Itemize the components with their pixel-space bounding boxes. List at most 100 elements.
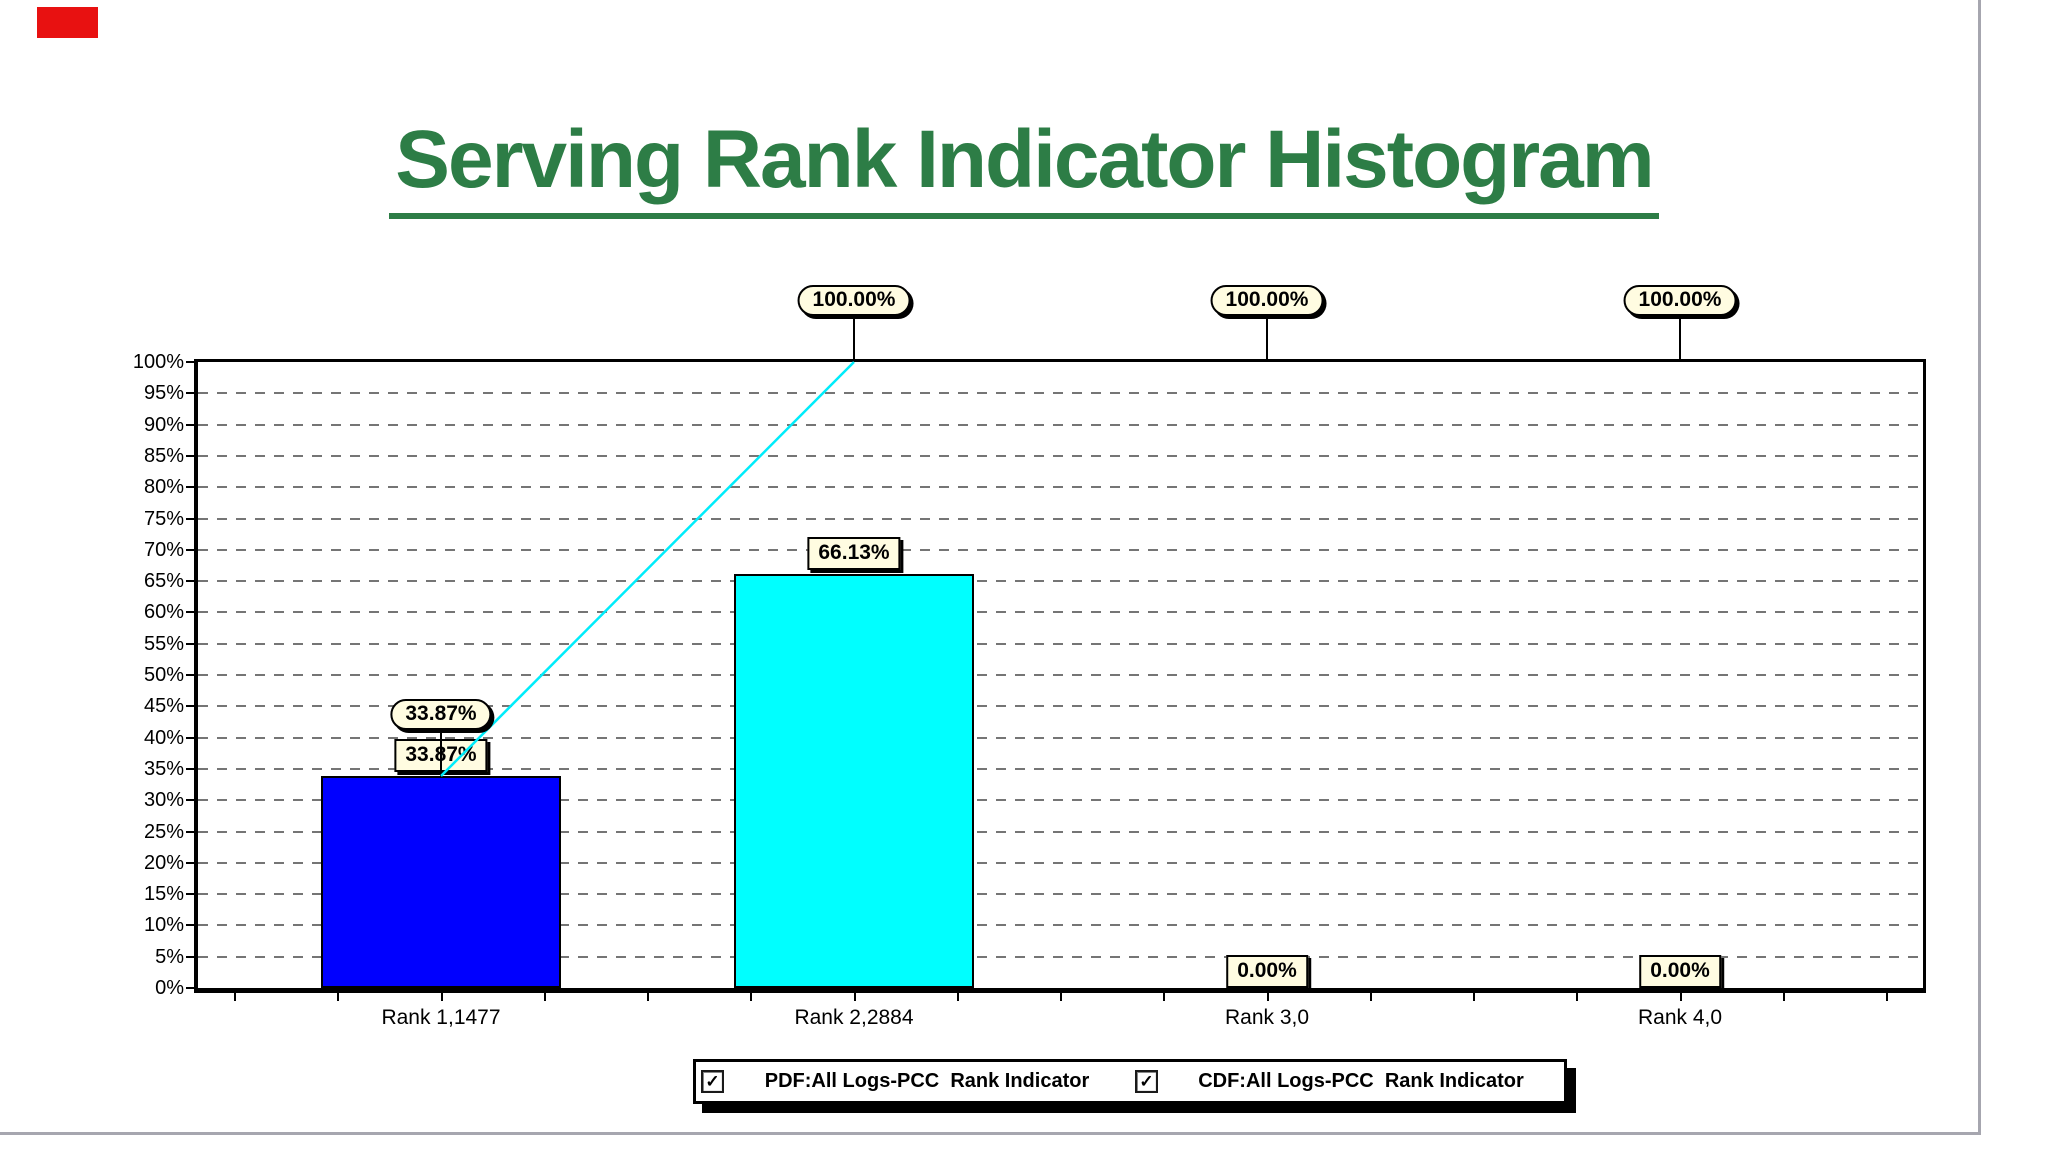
legend-entry-cdf: ✓ CDF:All Logs-PCC Rank Indicator	[1130, 1070, 1564, 1093]
y-axis-label: 0%	[155, 977, 184, 999]
pdf-bar-rank-2	[734, 574, 974, 988]
y-axis-tick	[186, 861, 194, 864]
legend-label-pdf: PDF:All Logs-PCC Rank Indicator	[764, 1070, 1090, 1092]
x-axis-tick	[543, 993, 546, 1001]
y-axis-tick	[186, 987, 194, 989]
y-axis-tick	[186, 580, 194, 583]
legend-checkbox-cdf[interactable]: ✓	[1135, 1070, 1158, 1093]
y-axis-tick	[186, 486, 194, 489]
y-axis-label: 50%	[143, 664, 184, 686]
y-axis-tick	[186, 517, 194, 520]
y-axis-tick	[186, 955, 194, 958]
y-axis-label: 65%	[143, 570, 184, 593]
gridline	[198, 861, 1923, 864]
x-axis-label: Rank 1,1477	[381, 1006, 501, 1029]
y-axis-label: 15%	[143, 883, 184, 906]
gridline	[198, 642, 1923, 645]
y-axis-label: 55%	[143, 632, 184, 655]
x-axis-tick	[440, 993, 443, 1001]
gridline	[198, 767, 1923, 770]
page-title: Serving Rank Indicator Histogram	[389, 112, 1659, 219]
x-axis-tick	[1473, 993, 1475, 1001]
cdf-value-callout: 33.87%	[390, 698, 492, 730]
cdf-value-callout: 100.00%	[797, 285, 911, 316]
pdf-value-box: 0.00%	[1639, 955, 1721, 988]
y-axis-tick	[186, 611, 194, 614]
y-axis-label: 5%	[155, 945, 184, 968]
x-axis-tick	[647, 993, 649, 1001]
y-axis-label: 35%	[143, 757, 184, 780]
slide-border-right	[1978, 0, 1981, 1135]
gridline	[198, 454, 1923, 457]
gridline	[198, 955, 1923, 958]
gridline	[198, 580, 1923, 583]
y-axis-label: 100%	[132, 351, 184, 373]
pdf-value-box: 66.13%	[807, 537, 901, 571]
y-axis-tick	[186, 799, 194, 802]
legend-label-cdf: CDF:All Logs-PCC Rank Indicator	[1198, 1070, 1524, 1092]
x-axis-tick	[1369, 993, 1372, 1001]
y-axis-label: 60%	[143, 601, 184, 624]
gridline	[198, 548, 1923, 551]
x-axis-tick	[1060, 993, 1062, 1001]
y-axis-label: 10%	[143, 914, 184, 937]
x-axis-tick	[956, 993, 959, 1001]
y-axis-tick	[186, 361, 194, 363]
x-axis-tick	[750, 993, 753, 1001]
x-axis-tick	[1266, 993, 1269, 1001]
cdf-leader-line	[440, 728, 442, 776]
gridline	[198, 486, 1923, 489]
cdf-value-callout: 100.00%	[1210, 285, 1324, 316]
recording-marker	[37, 7, 98, 38]
x-axis-tick	[1886, 993, 1888, 1001]
x-axis-tick	[234, 993, 236, 1001]
legend-checkbox-pdf[interactable]: ✓	[701, 1070, 724, 1093]
y-axis-label: 95%	[143, 382, 184, 405]
gridline	[198, 924, 1923, 927]
y-axis-tick	[186, 924, 194, 927]
cdf-leader-line	[1266, 315, 1268, 362]
gridline	[198, 799, 1923, 802]
check-icon: ✓	[1139, 1072, 1154, 1091]
x-axis-label: Rank 4,0	[1637, 1006, 1723, 1029]
x-axis-tick	[1576, 993, 1579, 1001]
cdf-value-callout: 100.00%	[1623, 285, 1737, 316]
y-axis-tick	[186, 454, 194, 457]
chart-legend: ✓ PDF:All Logs-PCC Rank Indicator ✓ CDF:…	[693, 1059, 1567, 1104]
y-axis-tick	[186, 767, 194, 770]
gridline	[198, 423, 1923, 426]
x-axis-label: Rank 2,2884	[794, 1006, 914, 1029]
y-axis-tick	[186, 642, 194, 645]
y-axis-tick	[186, 830, 194, 833]
y-axis-label: 85%	[143, 444, 184, 467]
y-axis-tick	[186, 736, 194, 739]
cdf-leader-line	[853, 315, 855, 362]
gridline	[198, 674, 1923, 676]
x-axis-tick	[1163, 993, 1166, 1001]
y-axis-tick	[186, 548, 194, 551]
y-axis-tick	[186, 893, 194, 896]
slide-border-bottom	[0, 1132, 1981, 1135]
x-axis-tick	[337, 993, 340, 1001]
gridline	[198, 893, 1923, 896]
x-axis-tick	[1782, 993, 1785, 1001]
x-axis-label: Rank 3,0	[1224, 1006, 1310, 1029]
y-axis-tick	[186, 392, 194, 395]
legend-entry-pdf: ✓ PDF:All Logs-PCC Rank Indicator	[696, 1070, 1130, 1093]
gridline	[198, 611, 1923, 614]
x-axis-tick	[1679, 993, 1682, 1001]
y-axis-label: 25%	[143, 820, 184, 843]
y-axis-tick	[186, 705, 194, 708]
y-axis-label: 80%	[143, 476, 184, 499]
gridline	[198, 392, 1923, 395]
gridline	[198, 517, 1923, 520]
x-axis-tick	[853, 993, 856, 1001]
y-axis-tick	[186, 423, 194, 426]
y-axis-label: 70%	[143, 538, 184, 561]
pdf-value-box: 0.00%	[1226, 955, 1308, 988]
gridline	[198, 736, 1923, 739]
y-axis-label: 40%	[143, 726, 184, 749]
y-axis-tick	[186, 674, 194, 676]
